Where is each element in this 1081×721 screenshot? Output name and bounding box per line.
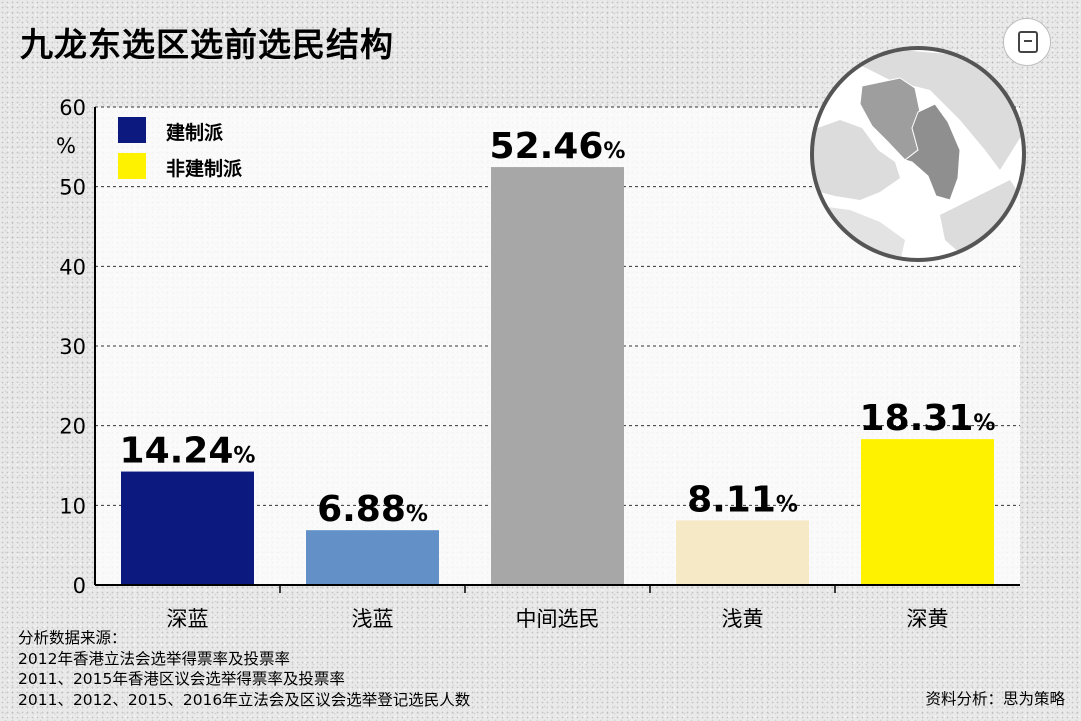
bar <box>676 520 809 585</box>
data-label: 18.31% <box>860 398 996 439</box>
bar <box>121 471 254 585</box>
y-tick-label: 0 <box>73 574 86 598</box>
map-district-b <box>903 103 961 201</box>
data-label: 14.24% <box>120 431 256 472</box>
y-tick-label: 60 <box>59 96 86 120</box>
y-axis-unit: % <box>56 134 76 158</box>
axes: 0 10 20 30 40 50 60% 深蓝 浅蓝 中间选民 浅黄 深黄 <box>56 96 1020 631</box>
source-line: 2011、2012、2015、2016年立法会及区议会选举登记选民人数 <box>18 690 471 709</box>
y-tick-label: 30 <box>59 335 86 359</box>
y-tick-label: 40 <box>59 255 86 279</box>
data-label-value: 6.88 <box>317 489 406 530</box>
x-tick-label: 浅黄 <box>722 607 764 631</box>
legend-label-non-establishment: 非建制派 <box>166 157 243 180</box>
data-label: 6.88% <box>317 489 428 530</box>
data-label-unit: % <box>973 411 995 436</box>
x-tick-label: 中间选民 <box>516 607 600 631</box>
legend-swatch-non-establishment <box>118 153 146 179</box>
data-sources: 分析数据来源： 2012年香港立法会选举得票率及投票率 2011、2015年香港… <box>18 628 470 710</box>
x-tick-label: 深黄 <box>907 607 949 631</box>
data-label-unit: % <box>406 502 428 527</box>
data-label-unit: % <box>776 492 798 517</box>
y-tick-label: 10 <box>59 494 86 518</box>
bar <box>861 439 994 585</box>
data-label-unit: % <box>603 139 625 164</box>
district-map-inset <box>810 46 1026 262</box>
y-tick-label: 20 <box>59 415 86 439</box>
bar-series <box>121 167 994 585</box>
bar <box>306 530 439 585</box>
legend-label-pro-establishment: 建制派 <box>166 121 224 144</box>
data-labels: 14.24%6.88%52.46%8.11%18.31% <box>120 126 996 530</box>
y-tick-label: 50 <box>59 176 86 200</box>
x-tick-label: 深蓝 <box>167 607 209 631</box>
logo-icon <box>1018 31 1038 53</box>
publisher-logo <box>1003 18 1051 66</box>
data-label: 8.11% <box>687 479 798 520</box>
data-label: 52.46% <box>490 126 626 167</box>
data-label-value: 14.24 <box>120 431 234 472</box>
data-label-value: 8.11 <box>687 479 776 520</box>
map-land-west <box>814 120 900 200</box>
data-label-unit: % <box>233 444 255 469</box>
legend-swatch-pro-establishment <box>118 117 146 143</box>
bar <box>491 167 624 585</box>
chart-title: 九龙东选区选前选民结构 <box>20 25 394 64</box>
source-line: 2012年香港立法会选举得票率及投票率 <box>18 649 290 668</box>
data-label-value: 18.31 <box>860 398 974 439</box>
legend: 建制派 非建制派 <box>118 117 243 180</box>
source-line: 2011、2015年香港区议会选举得票率及投票率 <box>18 670 345 688</box>
x-tick-label: 浅蓝 <box>352 607 394 631</box>
data-label-value: 52.46 <box>490 126 604 167</box>
sources-heading: 分析数据来源： <box>18 629 127 647</box>
analysis-credit: 资料分析：思为策略 <box>925 690 1065 708</box>
